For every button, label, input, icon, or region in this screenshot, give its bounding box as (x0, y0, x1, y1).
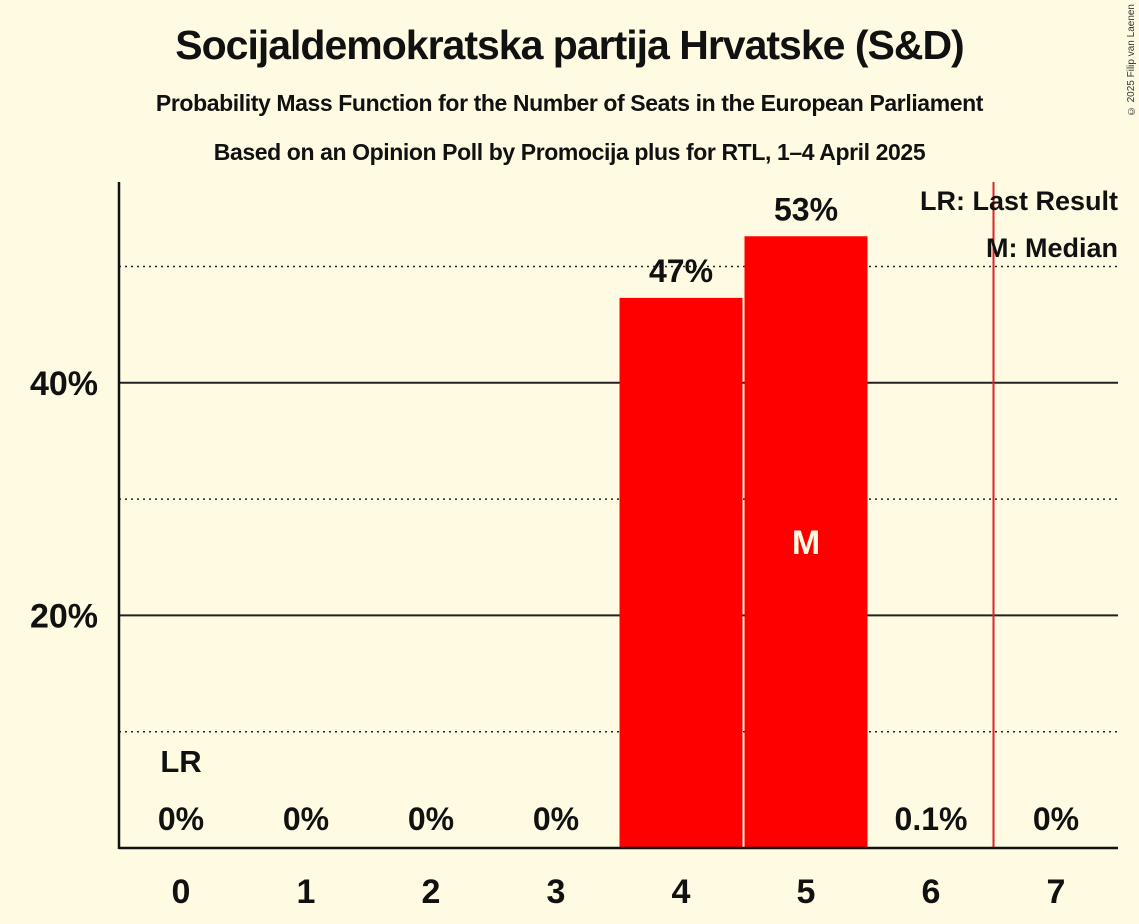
bar-value-label: 0% (1033, 801, 1079, 837)
bar-value-label: 0% (283, 801, 329, 837)
bar-value-label: 0% (408, 801, 454, 837)
chart-title: Socijaldemokratska partija Hrvatske (S&D… (175, 22, 964, 68)
bar-seat-5 (744, 236, 868, 849)
bar-seat-4 (619, 297, 743, 848)
x-tick-label: 7 (1047, 873, 1066, 911)
y-tick-label: 20% (30, 597, 98, 635)
y-tick-label: 40% (30, 365, 98, 403)
legend-median: M: Median (986, 233, 1118, 263)
bar-value-label: 0% (533, 801, 579, 837)
x-tick-label: 0 (172, 873, 191, 911)
x-tick-label: 6 (922, 873, 941, 911)
x-tick-label: 5 (797, 873, 816, 911)
last-result-marker: LR (160, 744, 201, 779)
x-tick-label: 4 (672, 873, 691, 911)
x-tick-label: 1 (297, 873, 316, 911)
bar-value-label: 0.1% (895, 801, 968, 837)
bar-value-label: 53% (774, 191, 838, 227)
chart-source-subtitle: Based on an Opinion Poll by Promocija pl… (213, 139, 926, 165)
x-tick-label: 3 (547, 873, 566, 911)
chart-subtitle: Probability Mass Function for the Number… (155, 90, 984, 116)
median-marker: M (792, 524, 820, 562)
bar-value-label: 47% (649, 253, 713, 289)
x-tick-label: 2 (422, 873, 441, 911)
legend-last-result: LR: Last Result (920, 186, 1118, 216)
bar-value-label: 0% (158, 801, 204, 837)
